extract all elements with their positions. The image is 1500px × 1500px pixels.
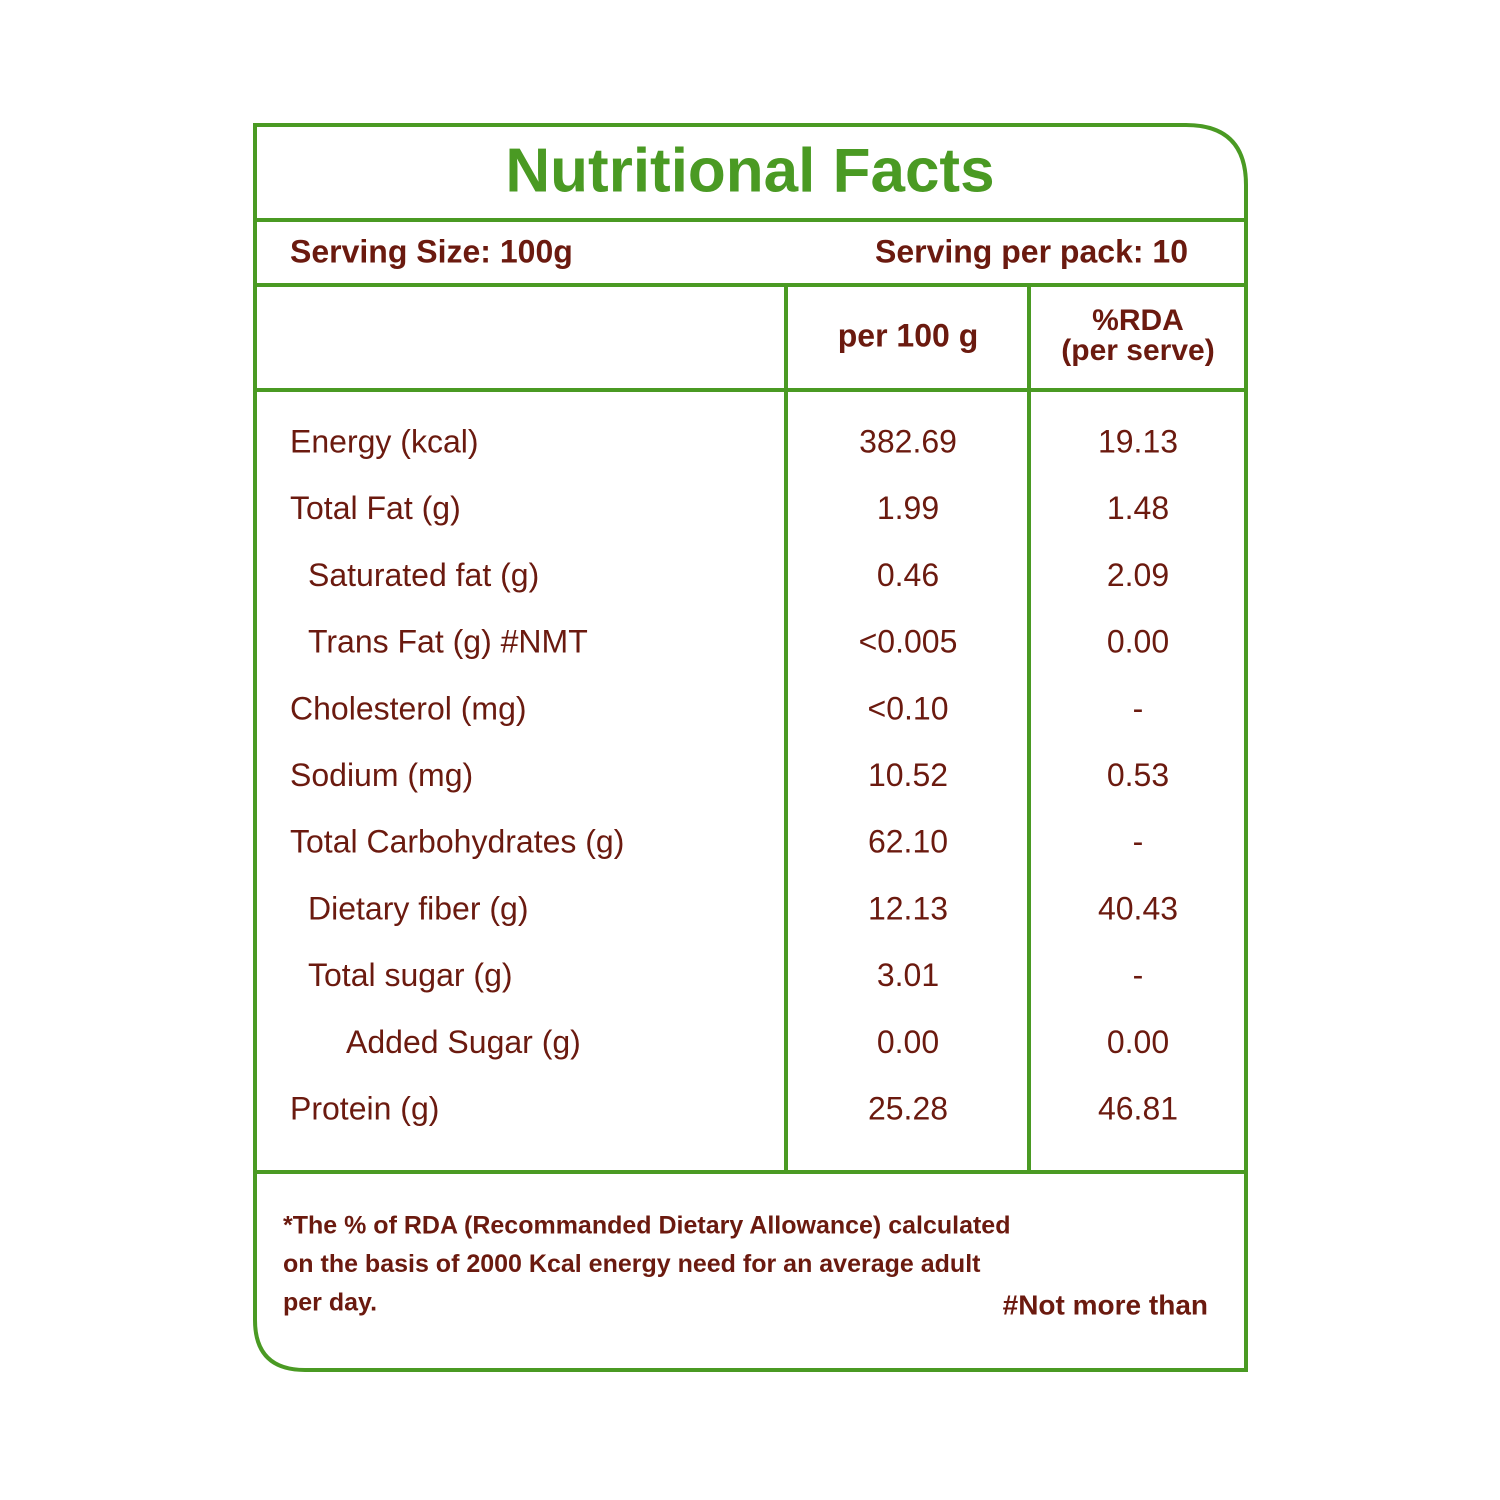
rda-value: 19.13 — [1098, 423, 1178, 459]
column-header: per 100 g — [838, 317, 979, 353]
rda-value: 2.09 — [1107, 557, 1169, 593]
per-100g-value: 3.01 — [877, 957, 939, 993]
footnote-line: on the basis of 2000 Kcal energy need fo… — [283, 1250, 981, 1278]
nutrient-name: Protein (g) — [290, 1090, 439, 1126]
footnote-line: per day. — [283, 1289, 377, 1317]
note: #Not more than — [1003, 1289, 1208, 1320]
per-100g-value: 382.69 — [859, 423, 957, 459]
nutrient-name: Dietary fiber (g) — [308, 890, 529, 926]
rda-value: - — [1133, 957, 1144, 993]
column-header: %RDA — [1092, 304, 1184, 337]
nutrient-name: Saturated fat (g) — [308, 557, 539, 593]
per-100g-value: 1.99 — [877, 490, 939, 526]
rda-value: - — [1133, 824, 1144, 860]
nutrient-name: Energy (kcal) — [290, 423, 479, 459]
per-100g-value: 10.52 — [868, 757, 948, 793]
nutrient-name: Added Sugar (g) — [346, 1024, 581, 1060]
rda-value: 0.00 — [1107, 624, 1169, 660]
rda-value: 40.43 — [1098, 890, 1178, 926]
rda-value: 0.53 — [1107, 757, 1169, 793]
rda-value: 46.81 — [1098, 1090, 1178, 1126]
nutrient-name: Total Fat (g) — [290, 490, 461, 526]
nutrient-name: Total sugar (g) — [308, 957, 513, 993]
footnote-line: *The % of RDA (Recommanded Dietary Allow… — [283, 1212, 1010, 1240]
column-header: (per serve) — [1061, 334, 1214, 367]
nutrient-name: Cholesterol (mg) — [290, 690, 527, 726]
rda-value: 0.00 — [1107, 1024, 1169, 1060]
nutrient-name: Total Carbohydrates (g) — [290, 824, 624, 860]
rda-value: 1.48 — [1107, 490, 1169, 526]
nutrient-name: Trans Fat (g) #NMT — [308, 624, 588, 660]
per-100g-value: 0.00 — [877, 1024, 939, 1060]
per-100g-value: 0.46 — [877, 557, 939, 593]
per-100g-value: 12.13 — [868, 890, 948, 926]
per-100g-value: <0.005 — [859, 624, 958, 660]
per-100g-value: 25.28 — [868, 1090, 948, 1126]
nutrient-name: Sodium (mg) — [290, 757, 473, 793]
serving-per-pack: Serving per pack: 10 — [875, 233, 1188, 269]
serving-size: Serving Size: 100g — [290, 233, 573, 269]
title: Nutritional Facts — [505, 136, 994, 205]
per-100g-value: 62.10 — [868, 824, 948, 860]
label-border — [253, 123, 1248, 1372]
rda-value: - — [1133, 690, 1144, 726]
per-100g-value: <0.10 — [868, 690, 949, 726]
